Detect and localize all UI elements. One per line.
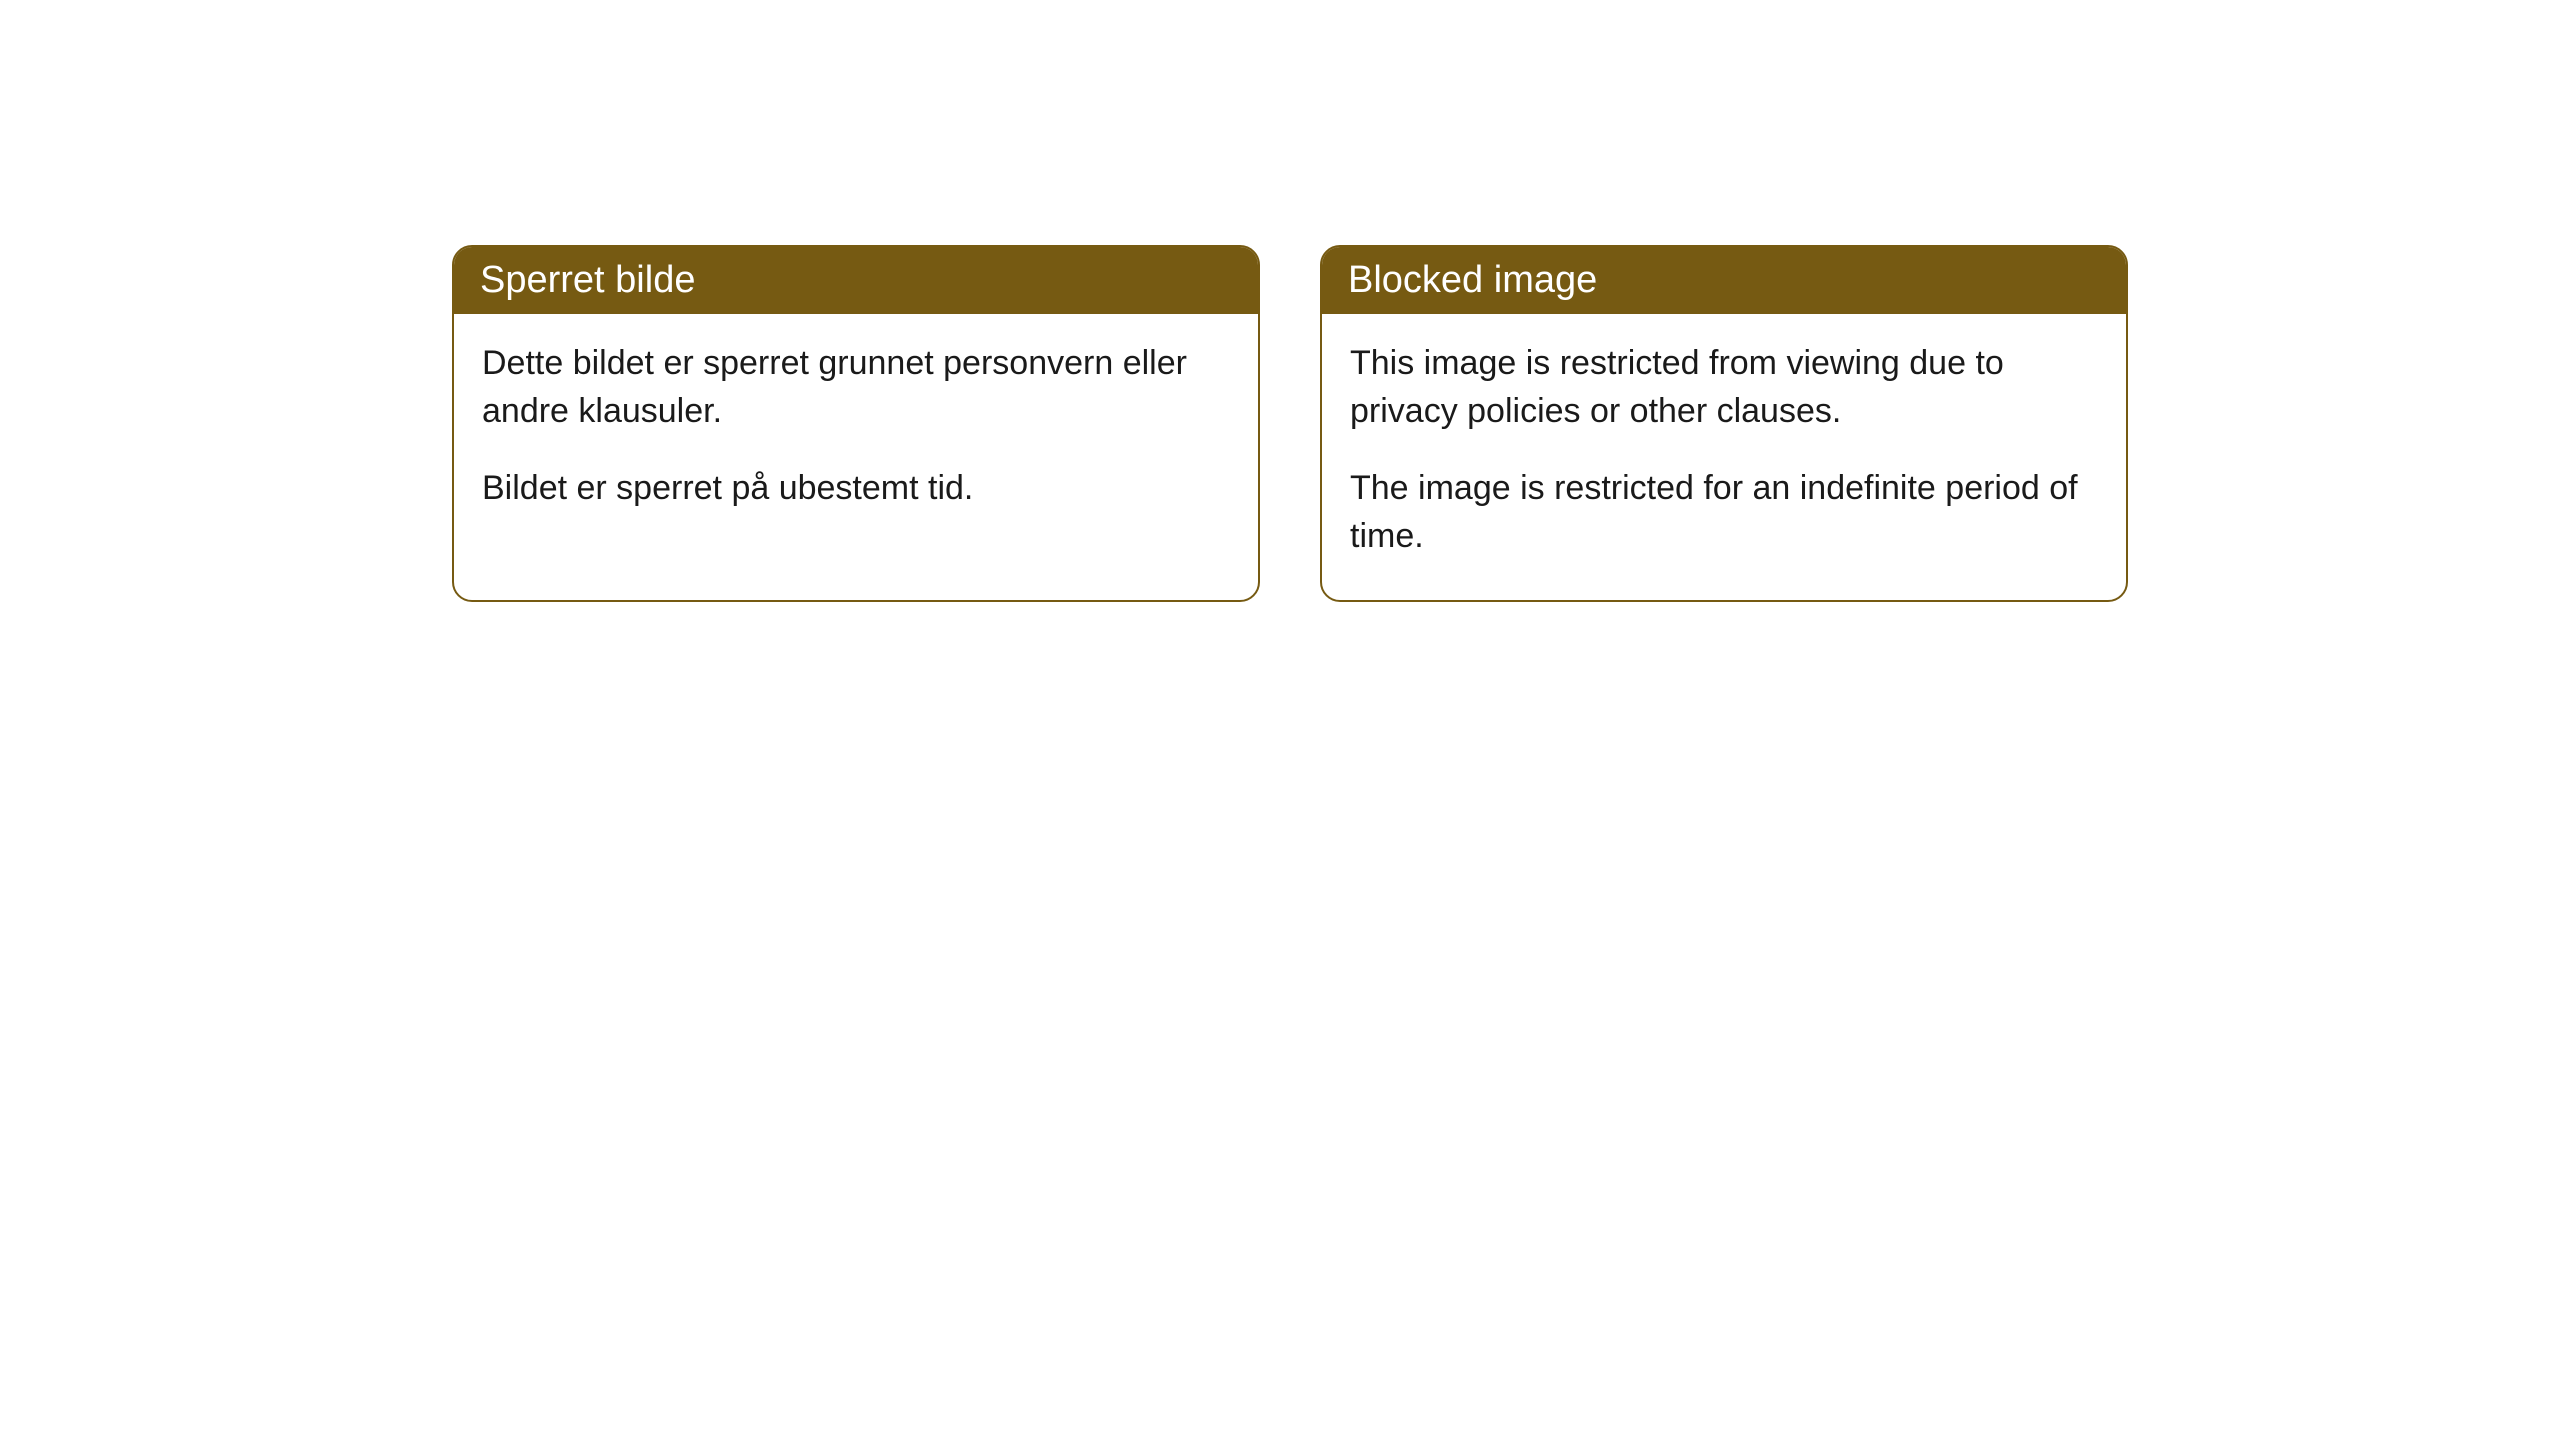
blocked-image-card-norwegian: Sperret bilde Dette bildet er sperret gr… [452,245,1260,602]
card-text-line1: Dette bildet er sperret grunnet personve… [482,340,1230,435]
blocked-image-card-english: Blocked image This image is restricted f… [1320,245,2128,602]
card-text-line2: The image is restricted for an indefinit… [1350,465,2098,560]
notice-cards-container: Sperret bilde Dette bildet er sperret gr… [452,245,2560,602]
card-body-norwegian: Dette bildet er sperret grunnet personve… [454,314,1258,553]
card-header-norwegian: Sperret bilde [454,247,1258,314]
card-header-english: Blocked image [1322,247,2126,314]
card-text-line1: This image is restricted from viewing du… [1350,340,2098,435]
card-text-line2: Bildet er sperret på ubestemt tid. [482,465,1230,513]
card-body-english: This image is restricted from viewing du… [1322,314,2126,600]
